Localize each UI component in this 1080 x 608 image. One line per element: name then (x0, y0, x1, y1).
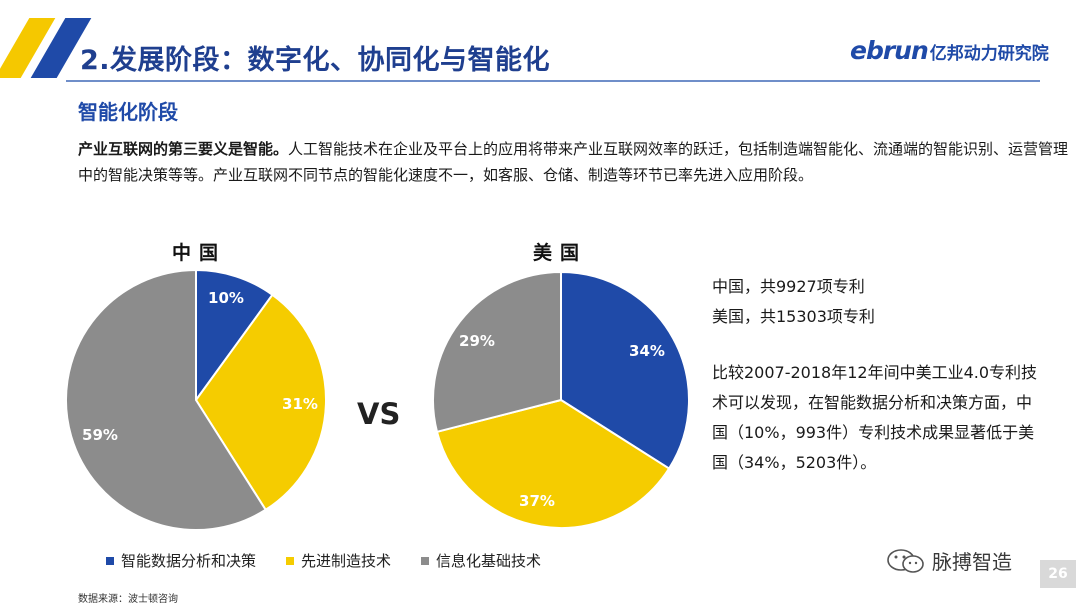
legend-label: 信息化基础技术 (436, 552, 542, 570)
legend-label: 智能数据分析和决策 (121, 552, 257, 570)
header-divider (66, 80, 1040, 82)
intro-body: 人工智能技术在企业及平台上的应用将带来产业互联网效率的跃迁，包括制造端智能化、流… (78, 140, 1069, 184)
legend-swatch-2 (421, 556, 430, 565)
pie-china: 10% 31% 59% (65, 268, 327, 531)
pie-slice-0-0 (195, 268, 274, 404)
wechat-icon (887, 548, 924, 573)
pie-slice-1-2 (432, 270, 562, 434)
page-number: 26 (1040, 560, 1076, 588)
logo-en: ebrun (850, 36, 929, 65)
legend-label: 先进制造技术 (301, 552, 392, 570)
chart-legend: 智能数据分析和决策 先进制造技术 信息化基础技术 (106, 550, 541, 571)
data-source: 数据来源：波士顿咨询 (78, 594, 178, 605)
pie-label-1-0: 34% (629, 342, 665, 360)
pie-usa: 34% 37% 29% (432, 270, 690, 529)
section-title: 智能化阶段 (78, 100, 178, 124)
pie-slice-1-1 (435, 398, 671, 529)
legend-item: 先进制造技术 (286, 550, 391, 571)
pie-label-1-1: 37% (519, 492, 555, 510)
pie-slice-0-2 (65, 268, 268, 531)
pie-label-0-1: 31% (282, 395, 318, 413)
chart-title-usa: 美国 (533, 242, 588, 264)
vs-label: VS (357, 397, 401, 431)
side-notes: 中国，共9927项专利 美国，共15303项专利 比较2007-2018年12年… (712, 272, 1047, 478)
pie-label-0-2: 59% (82, 426, 118, 444)
intro-bold: 产业互联网的第三要义是智能。 (78, 140, 289, 158)
watermark: 脉搏智造 (886, 546, 1012, 575)
side-line-usa: 美国，共15303项专利 (712, 307, 875, 326)
pie-label-1-2: 29% (459, 332, 495, 350)
pie-label-0-0: 10% (208, 289, 244, 307)
side-line-china: 中国，共9927项专利 (712, 277, 865, 296)
side-comparison: 比较2007-2018年12年间中美工业4.0专利技术可以发现，在智能数据分析和… (712, 363, 1038, 472)
legend-item: 信息化基础技术 (421, 550, 541, 571)
page-title: 2.发展阶段：数字化、协同化与智能化 (80, 45, 551, 76)
legend-swatch-0 (106, 556, 114, 565)
legend-item: 智能数据分析和决策 (106, 550, 256, 571)
logo-cn: 亿邦动力研究院 (929, 44, 1049, 64)
brand-logo: ebrun 亿邦动力研究院 (850, 36, 1049, 70)
chart-title-china: 中国 (172, 242, 227, 264)
pie-slice-0-1 (194, 293, 327, 512)
legend-swatch-1 (286, 556, 295, 565)
intro-paragraph: 产业互联网的第三要义是智能。人工智能技术在企业及平台上的应用将带来产业互联网效率… (78, 136, 1078, 188)
watermark-text: 脉搏智造 (932, 550, 1012, 574)
